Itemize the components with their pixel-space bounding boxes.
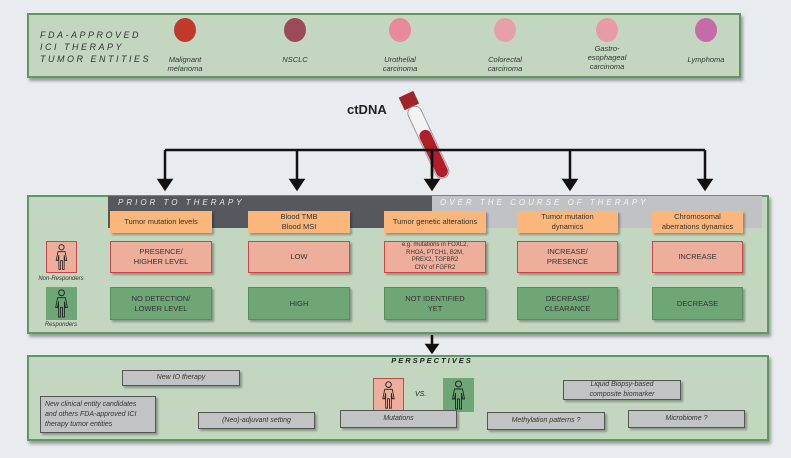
column-2-non-responders: LOW (248, 241, 350, 273)
lungs-icon (284, 18, 306, 42)
responders-label: Responders (44, 322, 78, 328)
entity-label: Malignant melanoma (167, 55, 203, 73)
person-icon (55, 244, 68, 270)
perspective-composite-biomarker: Liquid Biopsy-based composite biomarker (563, 380, 681, 400)
column-4-responders: DECREASE/ CLEARANCE (517, 287, 618, 320)
stomach-icon (596, 18, 618, 42)
column-5-responders: DECREASE (652, 287, 743, 320)
responder-icon (443, 378, 474, 412)
tumor-entities-panel: FDA-APPROVED ICI THERAPY TUMOR ENTITIES (27, 13, 741, 78)
column-3-non-responders: e.g. mutations in FOXL2, RHOA, PTCH1, B2… (384, 241, 486, 273)
title-line: TUMOR ENTITIES (40, 54, 151, 64)
entity-label: Colorectal carcinoma (487, 55, 523, 73)
bladder-icon (389, 18, 411, 42)
prior-therapy-label: PRIOR TO THERAPY (118, 198, 245, 207)
perspective-mutations: Mutations (340, 410, 457, 428)
column-4-non-responders: INCREASE/ PRESENCE (517, 241, 618, 273)
perspective-new-io-therapy: New IO therapy (122, 370, 240, 386)
column-4-header: Tumor mutation dynamics (517, 211, 618, 233)
colon-icon (494, 18, 516, 42)
perspective-new-entities: New clinical entity candidates and other… (40, 396, 156, 433)
non-responder-icon (373, 378, 404, 412)
column-5-header: Chromosomal aberrations dynamics (652, 211, 743, 233)
responder-icon (46, 287, 77, 320)
blood-tube-icon (398, 90, 450, 179)
non-responder-icon (46, 241, 77, 273)
title-line: ICI THERAPY (40, 42, 125, 52)
column-2-responders: HIGH (248, 287, 350, 320)
lymphocyte-icon (695, 18, 717, 42)
person-icon (382, 381, 395, 409)
column-2-header: Blood TMB Blood MSI (248, 211, 350, 233)
person-icon (451, 380, 466, 410)
column-1-responders: NO DETECTION/ LOWER LEVEL (110, 287, 212, 320)
perspective-neoadjuvant: (Neo)-adjuvant setting (198, 412, 315, 429)
column-1-non-responders: PRESENCE/ HIGHER LEVEL (110, 241, 212, 273)
perspectives-title: PERSPECTIVES (391, 356, 473, 365)
person-icon (55, 289, 68, 318)
column-3-responders: NOT IDENTIFIED YET (384, 287, 486, 320)
ctdna-label: ctDNA (347, 102, 387, 117)
entity-label: Urothelial carcinoma (382, 55, 418, 73)
title-line: FDA-APPROVED (40, 30, 142, 40)
non-responders-label: Non-Responders (38, 276, 84, 282)
entity-label: Lymphoma (687, 55, 725, 64)
column-3-header: Tumor genetic alterations (384, 211, 486, 233)
perspective-microbiome: Microbiome ? (628, 410, 745, 428)
column-5-non-responders: INCREASE (652, 241, 743, 273)
vs-label: VS. (415, 391, 427, 398)
perspective-methylation: Methylation patterns ? (487, 412, 605, 430)
skin-icon (174, 18, 196, 42)
panel-title: FDA-APPROVED ICI THERAPY TUMOR ENTITIES (40, 29, 151, 65)
column-1-header: Tumor mutation levels (110, 211, 212, 233)
entity-label: NSCLC (282, 55, 308, 64)
over-therapy-label: OVER THE COURSE OF THERAPY (440, 198, 649, 207)
entity-label: Gastro- esophageal carcinoma (587, 44, 627, 71)
